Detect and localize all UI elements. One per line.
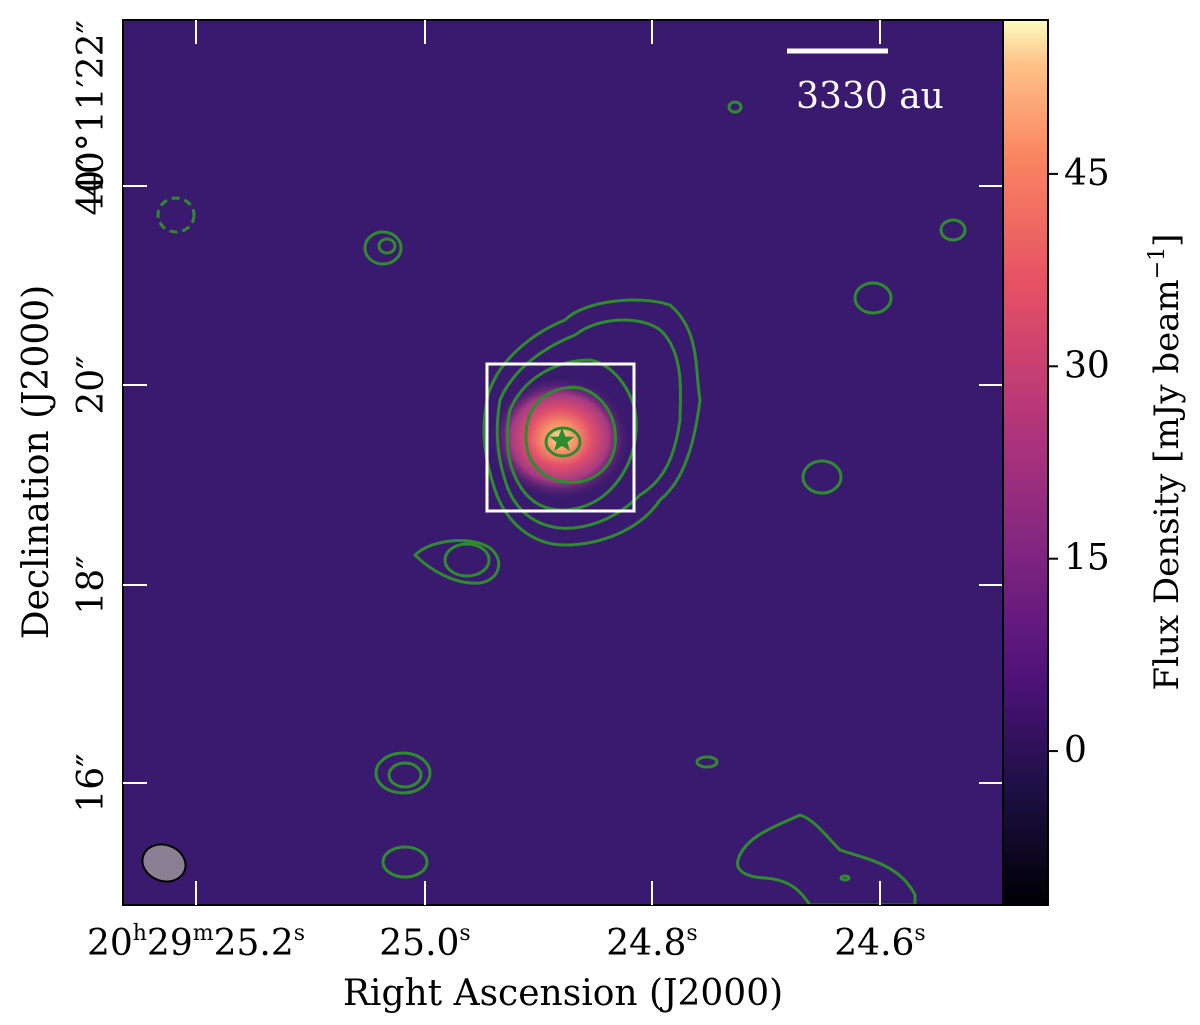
colorbar-gradient — [1002, 19, 1049, 906]
axis-ticks — [123, 20, 1003, 905]
contours — [156, 100, 967, 905]
colorbar-tick-label: 45 — [1064, 153, 1110, 194]
ra-tick-3: 24.6s — [834, 921, 925, 964]
contour-island — [801, 459, 843, 495]
contour-island — [695, 755, 719, 769]
colorbar-tick-label: 15 — [1064, 538, 1110, 579]
contour-island — [363, 230, 403, 266]
contour-island-left-inner — [443, 542, 491, 578]
contour-island — [727, 100, 743, 114]
contour-island-inner — [377, 237, 397, 255]
colorbar: 45 30 15 0 Flux Density [mJy beam−1] — [1002, 19, 1187, 906]
contour-island-left — [412, 539, 501, 585]
y-axis-label: Declination (J2000) — [16, 285, 57, 639]
colorbar-tick-label: 0 — [1064, 730, 1087, 771]
colorbar-label: Flux Density [mJy beam−1] — [1145, 234, 1187, 691]
contour-level-4 — [524, 385, 617, 484]
ra-tick-0: 20h29m25.2s — [87, 921, 305, 964]
ra-tick-labels: 20h29m25.2s 25.0s 24.8s 24.6s — [87, 921, 926, 964]
contour-level-3 — [505, 358, 638, 512]
zoom-box — [485, 362, 636, 513]
ra-tick-2: 24.8s — [606, 921, 697, 964]
colorbar-tick-label: 30 — [1064, 345, 1110, 386]
dec-tick-3: 18″ — [71, 555, 112, 614]
scale-bar-label: 3330 au — [796, 76, 944, 117]
contour-island — [374, 751, 432, 795]
contour-level-5 — [544, 426, 582, 458]
beam-ellipse — [141, 843, 187, 883]
dec-tick-1: 40″ — [71, 156, 112, 215]
x-axis-label: Right Ascension (J2000) — [343, 973, 783, 1014]
contour-level-2 — [495, 318, 683, 530]
contour-island — [839, 874, 851, 882]
dec-tick-4: 16″ — [71, 753, 112, 812]
dec-tick-labels: 40°11′22″ 40″ 20″ 18″ 16″ — [71, 20, 112, 813]
contour-island — [381, 845, 429, 879]
dec-tick-2: 20″ — [71, 355, 112, 414]
contour-bottom-right — [735, 813, 917, 905]
contour-negative — [156, 196, 196, 234]
contour-island — [853, 281, 893, 315]
ra-tick-1: 25.0s — [379, 921, 470, 964]
contour-level-1 — [482, 298, 702, 547]
dec-tick-0: 40°11′22″ — [71, 20, 112, 197]
colorbar-ticks: 45 30 15 0 — [1048, 153, 1110, 771]
contour-island-inner — [387, 761, 423, 789]
star-marker — [549, 428, 575, 451]
contour-island — [939, 218, 967, 242]
image-panel: 3330 au — [123, 20, 1003, 905]
